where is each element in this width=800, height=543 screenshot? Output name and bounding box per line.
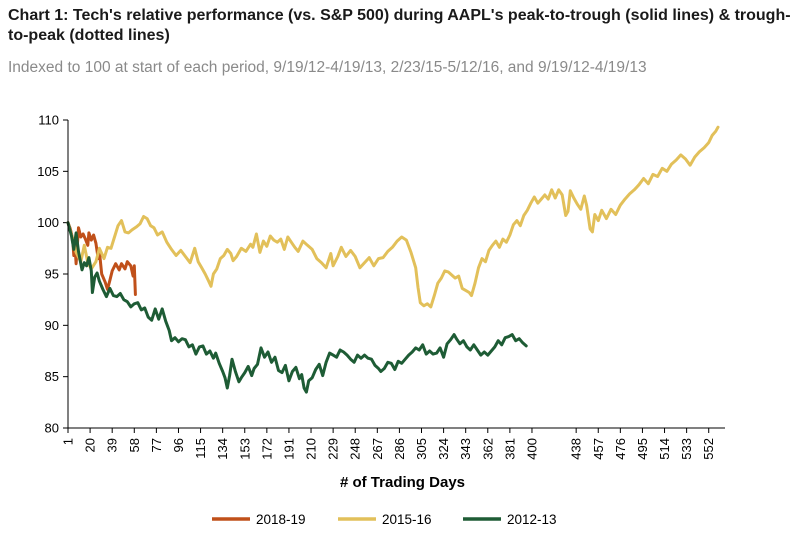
legend-label-2015-16: 2015-16 [382, 512, 432, 527]
x-tick-label: 362 [480, 438, 495, 460]
x-tick-label: 495 [635, 438, 650, 460]
x-tick-label: 20 [83, 438, 98, 452]
x-tick-label: 381 [502, 438, 517, 460]
x-tick-label: 115 [193, 438, 208, 459]
series-line-2012-13 [66, 221, 528, 394]
x-axis-label: # of Trading Days [340, 474, 465, 491]
legend-label-2018-19: 2018-19 [256, 512, 306, 527]
x-tick-label: 514 [657, 438, 672, 460]
x-tick-label: 305 [414, 438, 429, 460]
chart-title: Chart 1: Tech's relative performance (vs… [8, 7, 791, 44]
x-tick-label: 267 [370, 438, 385, 460]
x-tick-label: 77 [149, 438, 164, 452]
y-axis-ticks: 80 85 90 95 100 105 110 [37, 113, 68, 436]
series-line-2015-16 [66, 125, 720, 309]
x-tick-label: 210 [304, 438, 319, 460]
x-tick-label: 324 [436, 438, 451, 460]
x-tick-label: 476 [613, 438, 628, 460]
x-tick-label: 58 [127, 438, 142, 452]
x-tick-label: 286 [392, 438, 407, 460]
x-tick-label: 229 [326, 438, 341, 460]
x-tick-label: 134 [215, 438, 230, 460]
x-tick-label: 533 [679, 438, 694, 460]
x-tick-label: 343 [458, 438, 473, 460]
y-tick-label: 95 [45, 267, 59, 282]
x-tick-label: 457 [591, 438, 606, 460]
x-tick-label: 96 [171, 438, 186, 452]
x-tick-label: 172 [259, 438, 274, 460]
x-tick-label: 438 [569, 438, 584, 460]
x-tick-label: 248 [348, 438, 363, 460]
y-tick-label: 105 [37, 164, 59, 179]
y-tick-label: 80 [45, 421, 59, 436]
legend: 2018-19 2015-16 2012-13 [212, 512, 557, 527]
y-tick-label: 85 [45, 369, 59, 384]
y-tick-label: 100 [37, 215, 59, 230]
series-lines [66, 125, 720, 394]
x-tick-label: 1 [61, 438, 76, 445]
x-tick-label: 191 [281, 438, 296, 460]
x-tick-label: 400 [524, 438, 539, 460]
y-tick-label: 110 [38, 113, 59, 128]
x-tick-label: 153 [237, 438, 252, 460]
x-tick-label: 39 [105, 438, 120, 452]
x-axis-ticks: 1 20 39 58 77 96 115 134 153 172 191 210 229 248 267 28… [61, 428, 716, 460]
legend-label-2012-13: 2012-13 [507, 512, 557, 527]
y-tick-label: 90 [45, 318, 59, 333]
x-tick-label: 552 [701, 438, 716, 460]
chart-subtitle: Indexed to 100 at start of each period, … [8, 59, 647, 76]
